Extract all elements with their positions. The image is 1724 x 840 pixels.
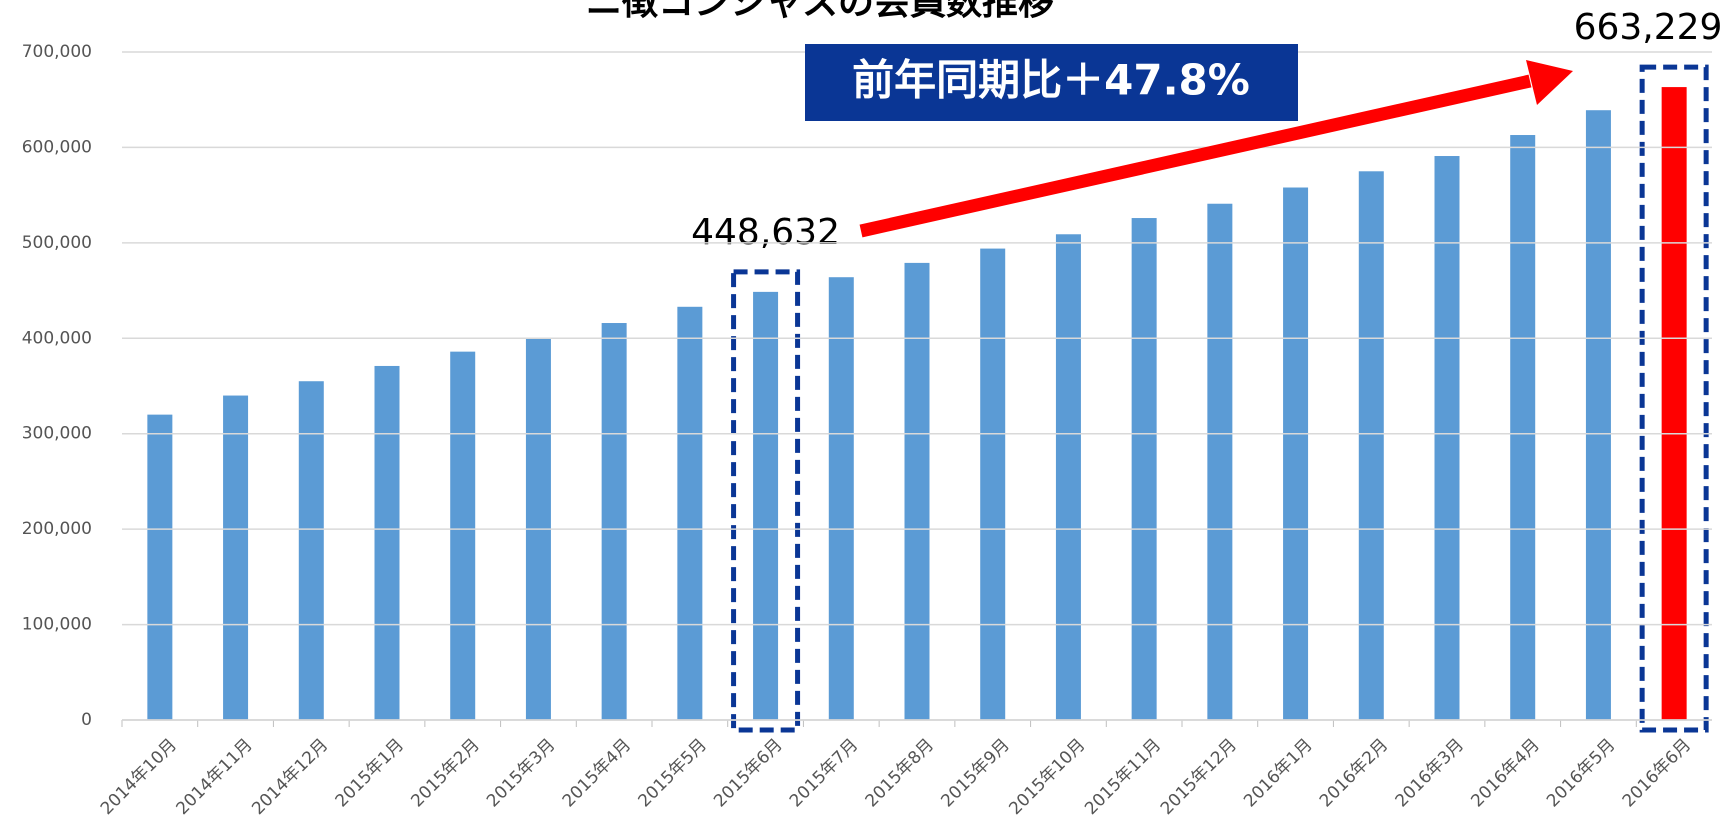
x-tick-label: 2015年3月 (483, 735, 559, 811)
bar (1207, 203, 1233, 720)
highlight-box (731, 269, 801, 733)
x-tick-label: 2015年6月 (710, 735, 786, 811)
x-tick-label: 2014年12月 (248, 735, 332, 819)
x-tick-label: 2016年5月 (1543, 735, 1619, 811)
y-tick-label: 0 (81, 710, 92, 730)
x-tick-label: 2015年12月 (1157, 735, 1241, 819)
bar (147, 414, 173, 720)
bar (298, 381, 324, 720)
bar (1434, 156, 1460, 720)
bar (450, 351, 476, 720)
bar (1358, 171, 1384, 721)
bar (374, 365, 400, 720)
x-tick-label: 2014年10月 (97, 735, 181, 819)
chart-title: ニ徴コンシャスの会員数推移 (586, 0, 1054, 23)
arrow (859, 74, 1532, 238)
bar (1055, 234, 1081, 721)
x-tick-label: 2016年6月 (1619, 735, 1695, 811)
y-tick-label: 700,000 (22, 42, 92, 62)
bar (1131, 218, 1157, 720)
x-tick-label: 2014年11月 (173, 735, 257, 819)
y-tick-label: 400,000 (22, 328, 92, 348)
y-tick-label: 600,000 (22, 137, 92, 157)
data-label: 448,632 (691, 212, 840, 253)
x-tick-label: 2015年9月 (937, 735, 1013, 811)
x-tick-label: 2015年2月 (407, 735, 483, 811)
x-tick-label: 2015年10月 (1005, 735, 1089, 819)
highlight-box (1639, 64, 1709, 733)
bar (677, 306, 703, 720)
x-tick-label: 2016年4月 (1467, 735, 1543, 811)
x-tick-label: 2016年2月 (1316, 735, 1392, 811)
bar (828, 277, 854, 720)
x-tick-label: 2016年1月 (1240, 735, 1316, 811)
bar (980, 248, 1006, 720)
bar (1283, 187, 1309, 721)
x-tick-label: 2015年8月 (862, 735, 938, 811)
y-tick-label: 200,000 (22, 519, 92, 539)
bar (223, 395, 249, 720)
x-tick-label: 2015年1月 (332, 735, 408, 811)
bar (601, 323, 627, 720)
x-tick-label: 2015年7月 (786, 735, 862, 811)
x-tick-label: 2015年4月 (559, 735, 635, 811)
data-label: 663,229 (1574, 7, 1723, 48)
annotation-box (805, 44, 1298, 121)
x-tick-label: 2016年3月 (1392, 735, 1468, 811)
bar (1661, 87, 1687, 721)
annotation: 前年同期比＋47.8% (852, 56, 1250, 105)
y-tick-label: 300,000 (22, 424, 92, 444)
y-tick-label: 500,000 (22, 233, 92, 253)
bar (1585, 110, 1611, 720)
bar (904, 262, 930, 720)
arrow-head (1526, 60, 1573, 105)
y-tick-label: 100,000 (22, 615, 92, 635)
bar (753, 291, 779, 720)
bar (1510, 135, 1536, 721)
x-tick-label: 2015年11月 (1081, 735, 1165, 819)
x-tick-label: 2015年5月 (634, 735, 710, 811)
